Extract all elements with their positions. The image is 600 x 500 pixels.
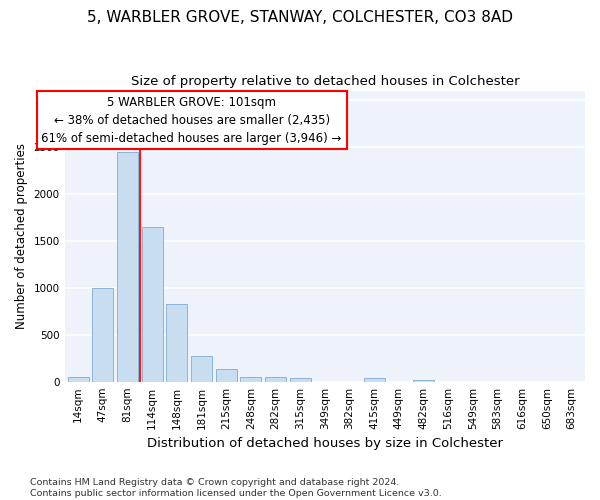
Bar	[413, 380, 434, 382]
Bar	[216, 368, 236, 382]
Bar	[68, 376, 89, 382]
Bar	[191, 356, 212, 382]
Y-axis label: Number of detached properties: Number of detached properties	[15, 143, 28, 329]
Text: 5, WARBLER GROVE, STANWAY, COLCHESTER, CO3 8AD: 5, WARBLER GROVE, STANWAY, COLCHESTER, C…	[87, 10, 513, 25]
Bar	[92, 288, 113, 382]
Text: Contains HM Land Registry data © Crown copyright and database right 2024.
Contai: Contains HM Land Registry data © Crown c…	[30, 478, 442, 498]
Bar	[364, 378, 385, 382]
X-axis label: Distribution of detached houses by size in Colchester: Distribution of detached houses by size …	[147, 437, 503, 450]
Bar	[290, 378, 311, 382]
Bar	[117, 152, 138, 382]
Title: Size of property relative to detached houses in Colchester: Size of property relative to detached ho…	[131, 75, 519, 88]
Bar	[166, 304, 187, 382]
Bar	[241, 378, 262, 382]
Bar	[142, 226, 163, 382]
Text: 5 WARBLER GROVE: 101sqm
← 38% of detached houses are smaller (2,435)
61% of semi: 5 WARBLER GROVE: 101sqm ← 38% of detache…	[41, 96, 342, 144]
Bar	[265, 378, 286, 382]
